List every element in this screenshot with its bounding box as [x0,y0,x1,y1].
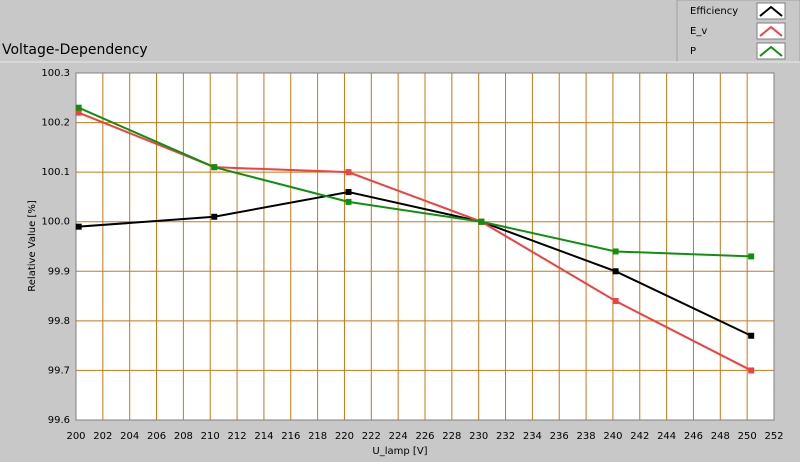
point-marker [612,268,619,275]
x-tick-label: 228 [442,431,461,442]
x-tick-label: 208 [174,431,193,442]
x-tick-label: 238 [577,431,596,442]
point-marker [211,164,218,171]
x-tick-label: 222 [362,431,381,442]
x-tick-label: 232 [496,431,515,442]
chart-title: Voltage-Dependency [2,42,148,58]
y-tick-label: 99.7 [48,365,70,376]
x-tick-label: 224 [389,431,408,442]
x-tick-label: 248 [711,431,730,442]
x-tick-label: 214 [254,431,273,442]
series-line [78,190,752,337]
legend-icon-box [756,2,786,20]
y-tick-label: 100.3 [41,68,70,79]
x-tick-label: 230 [469,431,488,442]
point-marker [75,104,82,111]
legend-icon [759,25,783,37]
x-tick-label: 246 [684,431,703,442]
x-tick-label: 204 [120,431,139,442]
x-tick-label: 252 [764,431,783,442]
point-marker [75,109,82,116]
x-tick-label: 202 [93,431,112,442]
y-tick-label: 100.2 [41,118,70,129]
plot-frame [75,72,775,421]
x-tick-label: 206 [147,431,166,442]
point-marker [748,367,755,374]
x-tick-label: 240 [603,431,622,442]
point-marker [748,253,755,260]
point-marker [75,223,82,230]
y-tick-label: 100.1 [41,167,70,178]
legend-icon-box [756,42,786,60]
x-tick-label: 216 [281,431,300,442]
y-tick-label: 99.9 [48,266,70,277]
x-tick-label: 244 [657,431,676,442]
series-line [78,106,752,258]
x-tick-label: 200 [66,431,85,442]
y-tick-label: 100.0 [41,217,70,228]
point-marker [345,198,352,205]
x-axis-label: U_lamp [V] [372,446,427,457]
x-tick-label: 236 [550,431,569,442]
x-tick-label: 220 [335,431,354,442]
point-marker [748,332,755,339]
point-marker [612,248,619,255]
legend-label: Efficiency [690,6,738,17]
x-tick-label: 250 [738,431,757,442]
x-tick-label: 210 [201,431,220,442]
x-tick-label: 226 [415,431,434,442]
legend-label: E_v [690,26,707,37]
x-tick-label: 212 [228,431,247,442]
x-tick-label: 242 [630,431,649,442]
point-marker [211,213,218,220]
legend-icon [759,45,783,57]
point-marker [478,218,485,225]
point-marker [345,188,352,195]
x-tick-label: 218 [308,431,327,442]
legend-icon [759,5,783,17]
point-marker [612,298,619,305]
point-marker [345,169,352,176]
y-tick-label: 99.6 [48,415,70,426]
legend-icon-box [756,22,786,40]
y-axis-label: Relative Value [%] [27,200,38,292]
y-tick-label: 99.8 [48,316,70,327]
x-tick-label: 234 [523,431,542,442]
legend-label: P [690,46,696,57]
